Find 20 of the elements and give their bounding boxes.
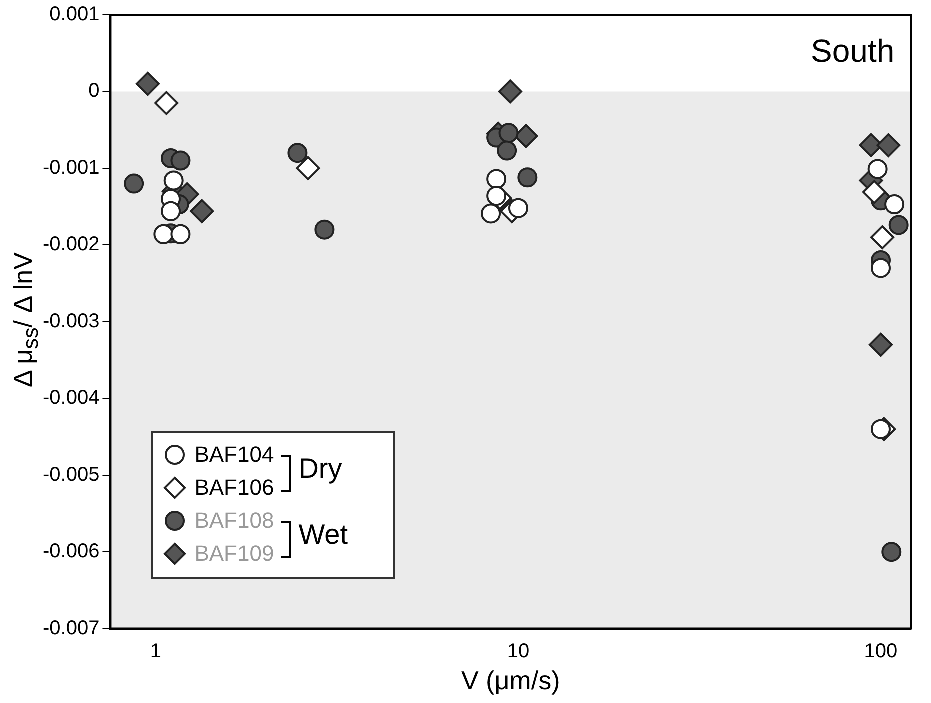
y-tick-label: -0.002: [42, 234, 100, 256]
annotation: Wet: [298, 519, 348, 552]
annotation: Dry: [298, 453, 342, 486]
y-tick-label: -0.003: [42, 310, 100, 332]
x-tick-label: 100: [864, 640, 898, 662]
y-tick-label: 0.001: [50, 4, 100, 26]
x-tick-label: 10: [507, 640, 530, 662]
y-tick-label: -0.006: [42, 540, 100, 563]
y-tick-label: -0.007: [42, 617, 100, 640]
legend-label: BAF108: [194, 508, 274, 534]
y-tick-label: -0.001: [42, 156, 100, 179]
y-tick-label: 0: [88, 80, 100, 102]
x-axis-title: V (μm/s): [461, 666, 560, 696]
legend-label: BAF109: [194, 541, 274, 568]
x-tick-label: 1: [150, 640, 162, 662]
annotation: South: [811, 33, 895, 70]
legend-label: BAF106: [194, 475, 274, 502]
legend-label: BAF104: [194, 442, 274, 468]
y-tick-label: -0.004: [42, 387, 100, 410]
y-tick-label: -0.005: [42, 464, 100, 486]
